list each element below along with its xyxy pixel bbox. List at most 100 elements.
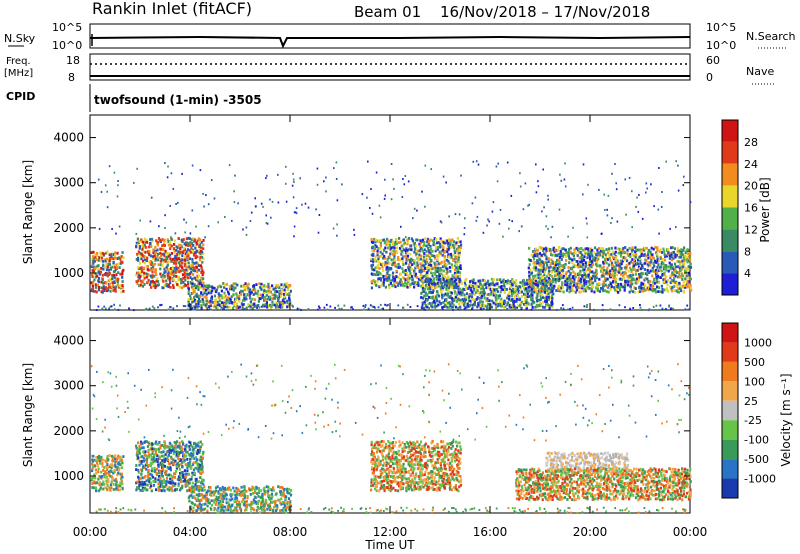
power-cell: [483, 279, 486, 283]
power-cell: [218, 293, 221, 297]
velocity-cell: [97, 467, 100, 471]
power-cell: [177, 266, 180, 270]
power-cell: [162, 280, 165, 283]
power-cell: [377, 239, 381, 243]
power-cell: [558, 246, 561, 249]
power-cell: [615, 277, 618, 281]
power-cell: [250, 306, 254, 310]
power-cell: [372, 279, 375, 282]
power-cell: [573, 248, 576, 252]
power-cell: [592, 271, 595, 275]
power-cell: [635, 277, 639, 281]
power-cell: [431, 285, 434, 289]
power-cell: [155, 239, 158, 243]
power-cell: [102, 263, 105, 267]
power-cell: [390, 249, 393, 253]
power-cell: [409, 306, 412, 308]
power-cell: [386, 246, 390, 250]
power-cell: [465, 285, 468, 289]
power-cell: [332, 227, 335, 230]
power-cell: [551, 260, 554, 264]
power-cell: [585, 263, 588, 267]
power-cell: [574, 272, 577, 276]
velocity-cell: [283, 501, 286, 504]
power-cell: [393, 279, 397, 283]
power-cell: [199, 238, 202, 242]
power-cell: [515, 279, 518, 282]
power-cell: [169, 281, 172, 285]
power-cell: [100, 286, 103, 290]
power-cell: [166, 263, 169, 267]
velocity-cell: [193, 471, 196, 475]
power-cell: [335, 178, 338, 180]
power-cell: [112, 285, 115, 289]
velocity-cell: [143, 453, 147, 457]
power-cell: [545, 275, 549, 278]
power-cell: [661, 307, 664, 310]
velocity-cell: [96, 464, 99, 467]
power-cell: [256, 292, 259, 296]
power-cell: [353, 233, 356, 236]
power-cell: [202, 277, 205, 281]
power-cell: [651, 253, 654, 257]
power-cell: [661, 191, 663, 193]
velocity-cell: [270, 492, 274, 496]
power-cell: [202, 239, 205, 242]
power-cell: [543, 247, 546, 251]
power-cell: [122, 289, 125, 293]
power-cell: [623, 276, 626, 280]
power-cell: [620, 278, 624, 281]
power-cell: [97, 178, 100, 181]
power-cell: [554, 248, 557, 252]
power-cell: [187, 280, 190, 284]
power-cell: [659, 248, 662, 252]
velocity-cell: [95, 489, 98, 493]
power-cell: [391, 262, 394, 265]
power-cell: [288, 298, 291, 302]
power-cell: [677, 290, 680, 294]
power-cell: [424, 308, 426, 311]
power-cell: [679, 284, 682, 288]
power-cell: [181, 172, 183, 175]
velocity-cell: [246, 495, 249, 498]
power-cell: [193, 296, 196, 299]
power-cell: [626, 248, 629, 252]
power-cell: [398, 258, 401, 262]
power-cell: [393, 283, 396, 287]
power-cell: [122, 256, 125, 260]
power-cell: [200, 303, 203, 307]
power-cell: [230, 284, 233, 288]
velocity-cell: [107, 465, 110, 469]
power-cell: [174, 262, 177, 265]
power-cell: [98, 272, 102, 276]
power-cell: [110, 252, 113, 256]
power-cell: [637, 210, 640, 213]
power-cell: [168, 278, 171, 282]
velocity-cell: [285, 495, 288, 499]
power-cell: [151, 274, 154, 277]
power-cell: [202, 300, 205, 303]
power-cell: [646, 187, 648, 190]
velocity-cell: [167, 454, 170, 457]
power-cell: [569, 257, 572, 261]
power-cell: [278, 294, 281, 298]
velocity-cell: [195, 458, 199, 461]
power-cell: [586, 247, 590, 251]
power-cell: [454, 295, 457, 299]
power-cell: [193, 285, 196, 289]
power-cell: [315, 208, 317, 211]
power-cell: [191, 298, 194, 301]
power-cell: [198, 268, 201, 272]
power-cell: [191, 209, 194, 212]
power-cell: [171, 273, 174, 277]
velocity-cell: [105, 471, 108, 475]
power-cell: [167, 252, 171, 256]
power-cell: [160, 254, 163, 257]
power-cell: [479, 279, 482, 283]
power-cell: [687, 282, 690, 286]
power-cell: [637, 248, 640, 252]
power-cell: [167, 285, 170, 288]
power-cell: [643, 246, 646, 250]
velocity-cell: [153, 466, 156, 470]
power-cell: [446, 239, 449, 243]
